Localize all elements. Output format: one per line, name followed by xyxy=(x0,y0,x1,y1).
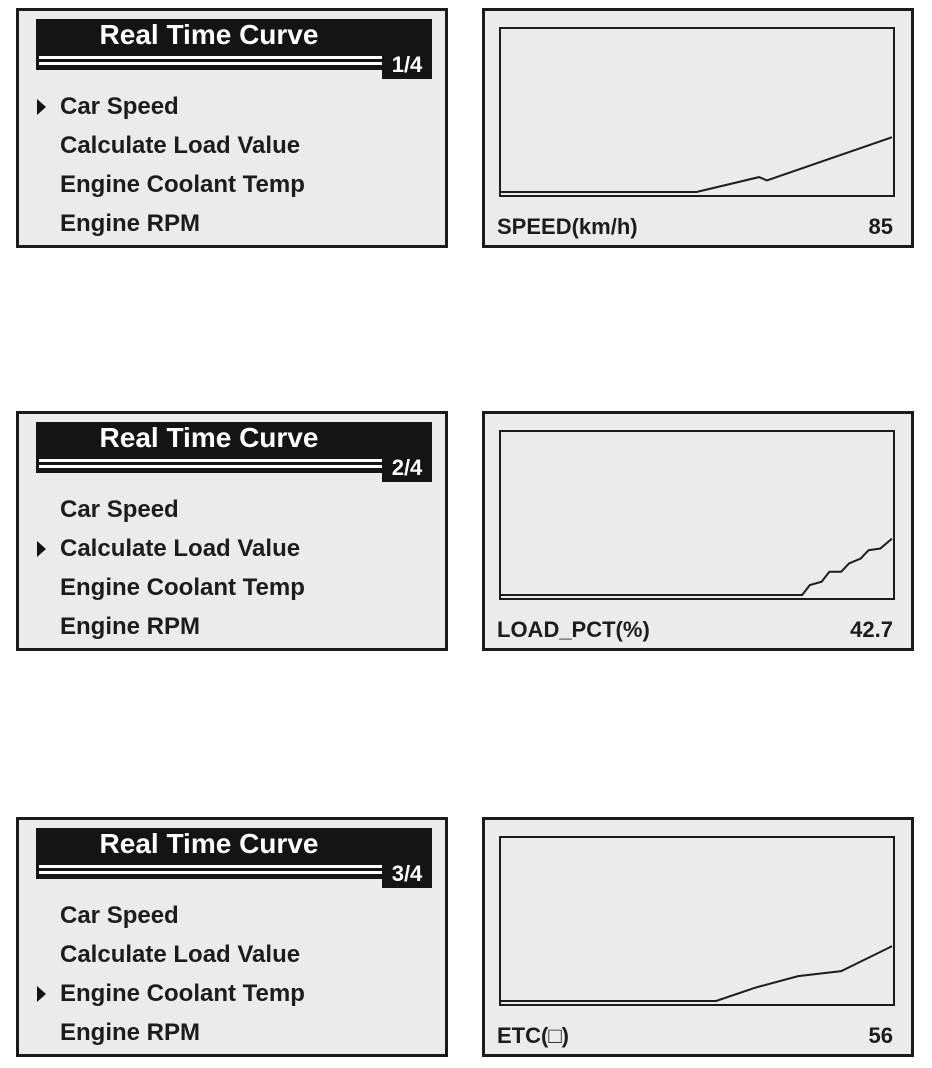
graph-value: 56 xyxy=(868,1023,893,1048)
page-indicator: 2/4 xyxy=(382,453,432,482)
coolant-curve-line xyxy=(501,945,893,1002)
menu-item-engine-coolant-temp[interactable]: Engine Coolant Temp xyxy=(60,574,305,601)
curve-svg xyxy=(501,136,893,193)
menu-item-calculate-load-value[interactable]: Calculate Load Value xyxy=(19,529,445,568)
menu-title: Real Time Curve xyxy=(99,828,319,859)
menu-screen-3: Real Time Curve 3/4 Car Speed Calculate … xyxy=(16,817,448,1057)
menu-item-car-speed[interactable]: Car Speed xyxy=(60,902,179,929)
graph-value: 42.7 xyxy=(850,617,893,642)
graph-label: SPEED(km/h) xyxy=(497,214,638,239)
selection-arrow-icon xyxy=(37,541,46,557)
curve-plot xyxy=(499,836,895,1006)
curve-svg xyxy=(501,537,893,596)
page-indicator: 3/4 xyxy=(382,859,432,888)
graph-label: ETC(□) xyxy=(497,1023,569,1048)
graph-screen-3: ETC(□) 56 xyxy=(482,817,914,1057)
selection-arrow-icon xyxy=(37,99,46,115)
speed-curve-line xyxy=(501,136,893,193)
menu-item-engine-rpm[interactable]: Engine RPM xyxy=(60,613,201,640)
title-bar: Real Time Curve 3/4 xyxy=(36,828,432,888)
graph-value: 85 xyxy=(868,214,893,239)
menu-item-calculate-load-value[interactable]: Calculate Load Value xyxy=(60,941,301,968)
curve-svg xyxy=(501,945,893,1002)
title-bar: Real Time Curve 1/4 xyxy=(36,19,432,79)
menu-item-car-speed[interactable]: Car Speed xyxy=(60,496,179,523)
menu-item-engine-rpm[interactable]: Engine RPM xyxy=(60,210,201,237)
graph-label: LOAD_PCT(%) xyxy=(497,617,650,642)
graph-screen-2: LOAD_PCT(%) 42.7 xyxy=(482,411,914,651)
selection-arrow-icon xyxy=(37,986,46,1002)
menu-item-engine-coolant-temp[interactable]: Engine Coolant Temp xyxy=(60,171,305,198)
page-indicator: 1/4 xyxy=(382,50,432,79)
menu-item-engine-coolant-temp[interactable]: Engine Coolant Temp xyxy=(19,974,445,1013)
menu-title: Real Time Curve xyxy=(99,422,319,453)
curve-plot xyxy=(499,430,895,600)
menu-title: Real Time Curve xyxy=(99,19,319,50)
menu-screen-1: Real Time Curve 1/4 Car Speed Calculate … xyxy=(16,8,448,248)
graph-screen-1: SPEED(km/h) 85 xyxy=(482,8,914,248)
curve-plot xyxy=(499,27,895,197)
menu-screen-2: Real Time Curve 2/4 Car Speed Calculate … xyxy=(16,411,448,651)
menu-item-car-speed[interactable]: Car Speed xyxy=(19,87,445,126)
menu-item-calculate-load-value[interactable]: Calculate Load Value xyxy=(60,132,301,159)
load-curve-line xyxy=(501,537,893,596)
menu-item-engine-rpm[interactable]: Engine RPM xyxy=(60,1019,201,1046)
title-bar: Real Time Curve 2/4 xyxy=(36,422,432,482)
